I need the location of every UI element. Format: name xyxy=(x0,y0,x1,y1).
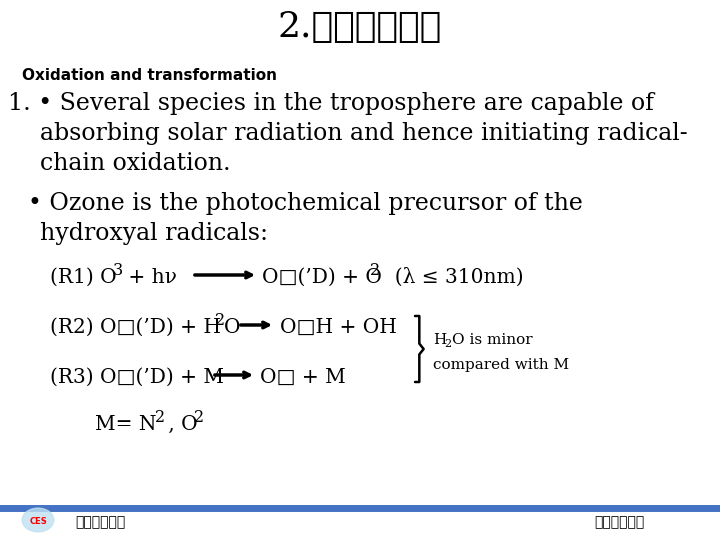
Text: (R1) O: (R1) O xyxy=(50,268,117,287)
Text: • Ozone is the photochemical precursor of the: • Ozone is the photochemical precursor o… xyxy=(28,192,583,215)
Text: 3: 3 xyxy=(113,262,123,279)
Text: CES: CES xyxy=(29,516,47,525)
Text: , O: , O xyxy=(162,415,197,434)
Text: absorbing solar radiation and hence initiating radical-: absorbing solar radiation and hence init… xyxy=(40,122,688,145)
Text: H: H xyxy=(433,333,446,347)
Text: 2: 2 xyxy=(155,409,165,426)
Text: 國立中央大學: 國立中央大學 xyxy=(595,515,645,529)
Text: 1. • Several species in the troposphere are capable of: 1. • Several species in the troposphere … xyxy=(8,92,654,115)
Text: O□(’D) + O: O□(’D) + O xyxy=(262,268,382,287)
Circle shape xyxy=(22,508,54,532)
Text: O: O xyxy=(224,318,240,337)
Text: 環境研究中心: 環境研究中心 xyxy=(75,515,125,529)
Text: + hν: + hν xyxy=(122,268,177,287)
Text: 2: 2 xyxy=(370,262,380,279)
Text: 2: 2 xyxy=(194,409,204,426)
Text: (R2) O□(’D) + H: (R2) O□(’D) + H xyxy=(50,318,221,337)
Text: 2: 2 xyxy=(215,312,225,329)
Text: O is minor: O is minor xyxy=(451,333,532,347)
Text: 2.空氣污染原理: 2.空氣污染原理 xyxy=(278,10,442,44)
Text: Oxidation and transformation: Oxidation and transformation xyxy=(22,68,277,83)
Text: 2: 2 xyxy=(444,340,451,349)
Text: (R3) O□(’D) + M: (R3) O□(’D) + M xyxy=(50,368,224,387)
Text: (λ ≤ 310nm): (λ ≤ 310nm) xyxy=(382,268,523,287)
Text: compared with M: compared with M xyxy=(433,358,569,372)
Text: M= N: M= N xyxy=(95,415,156,434)
Text: hydroxyal radicals:: hydroxyal radicals: xyxy=(40,222,268,245)
Text: O□H + OH: O□H + OH xyxy=(280,318,397,337)
Text: chain oxidation.: chain oxidation. xyxy=(40,152,230,175)
Text: O□ + M: O□ + M xyxy=(260,368,346,387)
